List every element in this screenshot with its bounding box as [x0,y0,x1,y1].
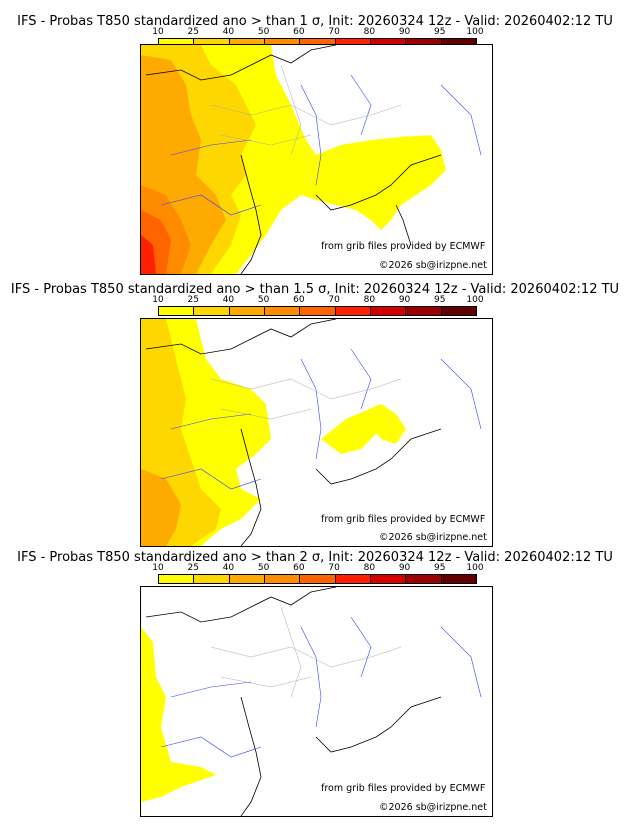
copyright-credit: ©2026 sb@irizpne.net [379,802,487,813]
colorbar-tick-label: 70 [328,563,340,573]
colorbar-tick-label: 80 [363,295,376,305]
colorbar-segment [370,39,407,47]
colorbar-segment [264,307,301,315]
colorbar-segment [159,39,195,47]
colorbar-tick-label: 95 [434,563,446,573]
colorbar-tick-label: 80 [363,563,376,573]
colorbar-tick-label: 40 [222,27,235,37]
colorbar-segment [229,39,265,47]
copyright-credit: ©2026 sb@irizpne.net [379,532,487,543]
colorbar-tick-label: 50 [257,563,270,573]
map-panel-3: IFS - Probas T850 standardized ano > tha… [0,550,630,820]
colorbar-tick-label: 60 [293,295,305,305]
colorbar-segment [370,575,407,583]
colorbar-segment [335,307,371,315]
colorbar-tick-label: 95 [434,27,446,37]
probability-map: from grib files provided by ECMWF ©2026 … [140,586,493,817]
colorbar-tick-label: 70 [328,27,340,37]
colorbar-tick-label: 80 [363,27,376,37]
colorbar-segment [194,39,230,47]
colorbar-segment [441,307,476,315]
map-panel-1: IFS - Probas T850 standardized ano > tha… [0,14,630,279]
colorbar-segment [194,575,230,583]
colorbar-tick-label: 90 [398,27,411,37]
colorbar-segment [194,307,230,315]
colorbar-tick-label: 70 [328,295,340,305]
colorbar-tick-label: 100 [466,563,484,573]
panel-title: IFS - Probas T850 standardized ano > tha… [17,14,613,29]
probability-map: from grib files provided by ECMWF ©2026 … [140,44,493,275]
colorbar-segment [264,39,301,47]
colorbar-segment [406,307,442,315]
colorbar-tick-label: 25 [187,563,199,573]
colorbar-tick-label: 25 [187,295,199,305]
copyright-credit: ©2026 sb@irizpne.net [379,260,487,271]
colorbar-tick-label: 40 [222,563,235,573]
colorbar-tick-label: 10 [152,27,164,37]
colorbar-tick-label: 90 [398,295,411,305]
colorbar-segment [335,575,371,583]
colorbar-segment [441,39,476,47]
colorbar-tick-label: 60 [293,27,305,37]
panel-title: IFS - Probas T850 standardized ano > tha… [10,282,620,297]
colorbar-tick-label: 100 [466,27,484,37]
colorbar-tick-label: 50 [257,295,270,305]
colorbar-segment [406,575,442,583]
panel-title: IFS - Probas T850 standardized ano > tha… [17,550,613,565]
colorbar [158,306,477,316]
colorbar-segment [159,307,195,315]
colorbar-segment [370,307,407,315]
colorbar-tick-label: 50 [257,27,270,37]
colorbar-tick-label: 60 [293,563,305,573]
colorbar [158,574,477,584]
colorbar-ticks: 10 25 40 50 60 70 80 90 95 100 [152,27,483,38]
colorbar-tick-label: 10 [152,563,164,573]
colorbar-tick-label: 25 [187,27,199,37]
colorbar-segment [300,39,336,47]
colorbar-segment [229,307,265,315]
colorbar-ticks: 10 25 40 50 60 70 80 90 95 100 [152,563,483,574]
colorbar-segment [300,575,336,583]
colorbar-tick-label: 40 [222,295,235,305]
colorbar-segment [300,307,336,315]
colorbar-tick-label: 10 [152,295,164,305]
source-credit: from grib files provided by ECMWF [321,241,486,252]
colorbar-segment [264,575,301,583]
source-credit: from grib files provided by ECMWF [321,783,486,794]
colorbar-tick-label: 100 [466,295,484,305]
colorbar-segment [335,39,371,47]
colorbar-segment [229,575,265,583]
colorbar-tick-label: 95 [434,295,446,305]
map-panel-2: IFS - Probas T850 standardized ano > tha… [0,282,630,547]
colorbar-tick-label: 90 [398,563,411,573]
source-credit: from grib files provided by ECMWF [321,514,486,525]
colorbar-segment [159,575,195,583]
probability-map: from grib files provided by ECMWF ©2026 … [140,318,493,547]
colorbar-segment [406,39,442,47]
colorbar-segment [441,575,476,583]
colorbar-ticks: 10 25 40 50 60 70 80 90 95 100 [152,295,483,306]
